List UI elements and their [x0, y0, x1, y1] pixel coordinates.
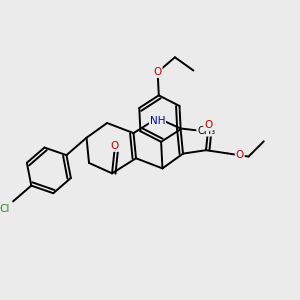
Text: O: O — [236, 150, 244, 160]
Text: O: O — [204, 120, 212, 130]
Text: O: O — [154, 67, 162, 77]
Text: O: O — [110, 141, 119, 151]
Text: NH: NH — [150, 116, 165, 127]
Text: Cl: Cl — [0, 204, 10, 214]
Text: CH₃: CH₃ — [197, 126, 215, 136]
